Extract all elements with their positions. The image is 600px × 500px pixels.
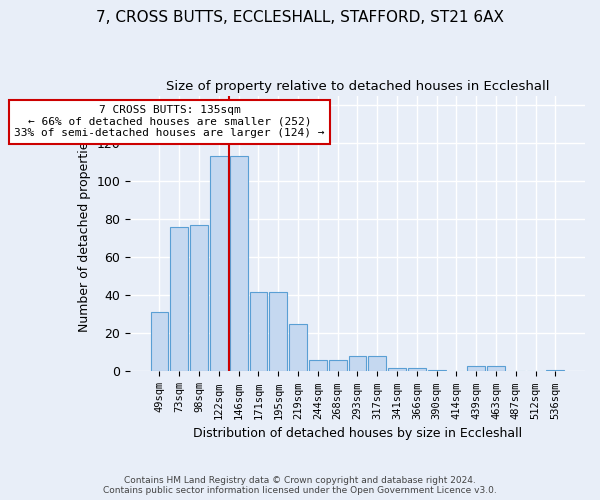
Bar bbox=[190, 225, 208, 372]
Bar bbox=[467, 366, 485, 372]
Bar bbox=[230, 156, 248, 372]
Bar bbox=[289, 324, 307, 372]
Bar bbox=[349, 356, 367, 372]
Bar bbox=[250, 292, 268, 372]
Bar bbox=[170, 227, 188, 372]
Text: 7, CROSS BUTTS, ECCLESHALL, STAFFORD, ST21 6AX: 7, CROSS BUTTS, ECCLESHALL, STAFFORD, ST… bbox=[96, 10, 504, 25]
Bar bbox=[329, 360, 347, 372]
Bar bbox=[210, 156, 228, 372]
Title: Size of property relative to detached houses in Eccleshall: Size of property relative to detached ho… bbox=[166, 80, 549, 93]
Bar bbox=[309, 360, 327, 372]
Text: 7 CROSS BUTTS: 135sqm
← 66% of detached houses are smaller (252)
33% of semi-det: 7 CROSS BUTTS: 135sqm ← 66% of detached … bbox=[14, 105, 325, 138]
Bar bbox=[408, 368, 426, 372]
X-axis label: Distribution of detached houses by size in Eccleshall: Distribution of detached houses by size … bbox=[193, 427, 522, 440]
Bar bbox=[388, 368, 406, 372]
Bar bbox=[487, 366, 505, 372]
Y-axis label: Number of detached properties: Number of detached properties bbox=[78, 135, 91, 332]
Text: Contains HM Land Registry data © Crown copyright and database right 2024.
Contai: Contains HM Land Registry data © Crown c… bbox=[103, 476, 497, 495]
Bar bbox=[368, 356, 386, 372]
Bar bbox=[151, 312, 169, 372]
Bar bbox=[428, 370, 446, 372]
Bar bbox=[547, 370, 565, 372]
Bar bbox=[269, 292, 287, 372]
